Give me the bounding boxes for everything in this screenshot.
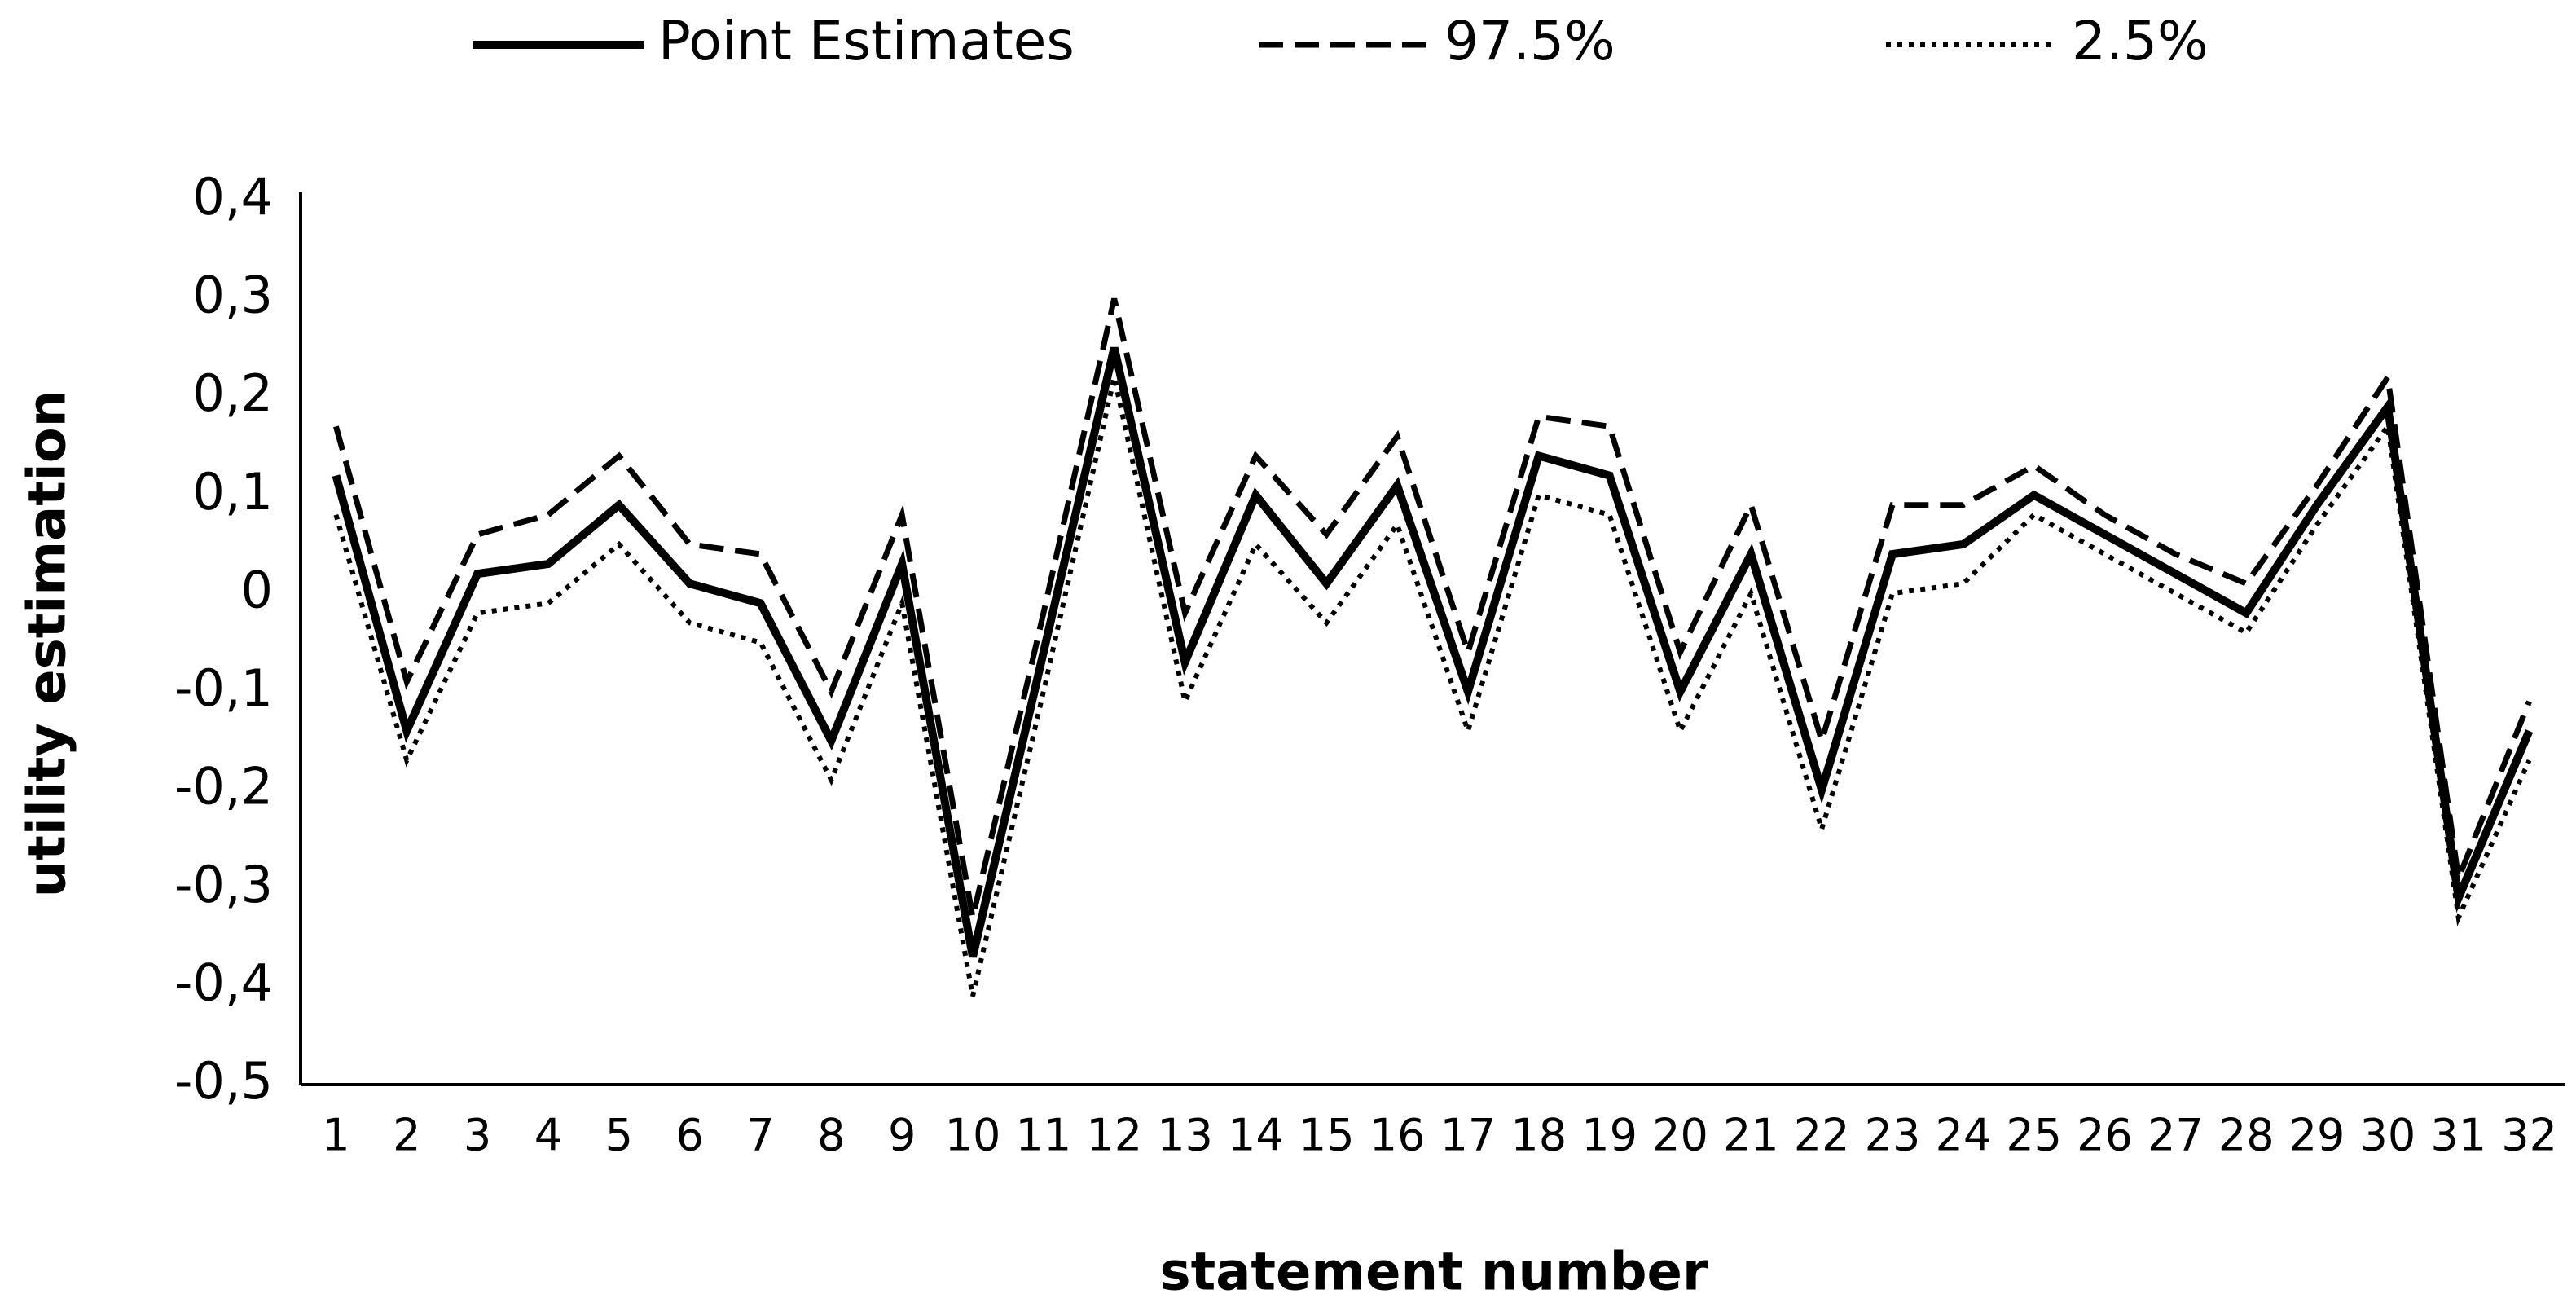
x-tick-label: 21 bbox=[1723, 1110, 1779, 1161]
x-tick-label: 32 bbox=[2501, 1110, 2557, 1161]
legend-label: 2.5% bbox=[2072, 10, 2209, 73]
y-tick-label: 0,3 bbox=[192, 266, 273, 325]
legend-label: Point Estimates bbox=[658, 10, 1075, 73]
x-tick-label: 26 bbox=[2077, 1110, 2133, 1161]
y-tick-label: 0 bbox=[241, 560, 273, 619]
x-tick-label: 22 bbox=[1794, 1110, 1850, 1161]
x-tick-label: 24 bbox=[1935, 1110, 1991, 1161]
x-tick-label: 10 bbox=[945, 1110, 1001, 1161]
x-tick-label: 11 bbox=[1016, 1110, 1072, 1161]
x-tick-label: 12 bbox=[1086, 1110, 1142, 1161]
series-line bbox=[332, 346, 2534, 958]
x-tick-label: 3 bbox=[464, 1110, 491, 1161]
x-tick-label: 6 bbox=[675, 1110, 703, 1161]
x-tick-label: 13 bbox=[1157, 1110, 1213, 1161]
x-tick-label: 2 bbox=[393, 1110, 420, 1161]
x-tick-label: 9 bbox=[888, 1110, 916, 1161]
x-tick-label: 17 bbox=[1440, 1110, 1497, 1161]
x-tick-label: 23 bbox=[1865, 1110, 1921, 1161]
x-tick-label: 5 bbox=[605, 1110, 633, 1161]
x-tick-label: 20 bbox=[1652, 1110, 1708, 1161]
x-tick-label: 14 bbox=[1228, 1110, 1284, 1161]
y-tick-label: 0,2 bbox=[192, 363, 273, 423]
x-tick-label: 7 bbox=[746, 1110, 774, 1161]
y-tick-label: -0,4 bbox=[174, 953, 273, 1013]
x-tick-label: 27 bbox=[2147, 1110, 2204, 1161]
y-tick-label: 0,1 bbox=[192, 462, 273, 522]
series-line bbox=[333, 297, 2532, 918]
x-tick-label: 18 bbox=[1510, 1110, 1567, 1161]
x-axis-title: statement number bbox=[1160, 1243, 1708, 1303]
x-tick-label: 1 bbox=[322, 1110, 349, 1161]
y-tick-label: -0,3 bbox=[174, 855, 273, 914]
x-tick-label: 8 bbox=[817, 1110, 845, 1161]
series-line bbox=[333, 376, 2532, 997]
x-tick-label: 28 bbox=[2218, 1110, 2275, 1161]
x-tick-label: 30 bbox=[2360, 1110, 2416, 1161]
x-tick-label: 4 bbox=[534, 1110, 562, 1161]
x-tick-label: 19 bbox=[1581, 1110, 1637, 1161]
x-tick-label: 31 bbox=[2430, 1110, 2486, 1161]
y-tick-label: -0,5 bbox=[174, 1051, 273, 1111]
x-tick-label: 16 bbox=[1369, 1110, 1426, 1161]
y-tick-label: -0,2 bbox=[174, 756, 273, 816]
x-tick-label: 15 bbox=[1299, 1110, 1355, 1161]
y-tick-label: 0,4 bbox=[192, 167, 273, 227]
x-tick-label: 29 bbox=[2289, 1110, 2345, 1161]
legend-label: 97.5% bbox=[1444, 10, 1615, 73]
x-tick-label: 25 bbox=[2006, 1110, 2062, 1161]
y-tick-label: -0,1 bbox=[174, 658, 273, 718]
y-axis-title: utility estimation bbox=[18, 390, 78, 898]
